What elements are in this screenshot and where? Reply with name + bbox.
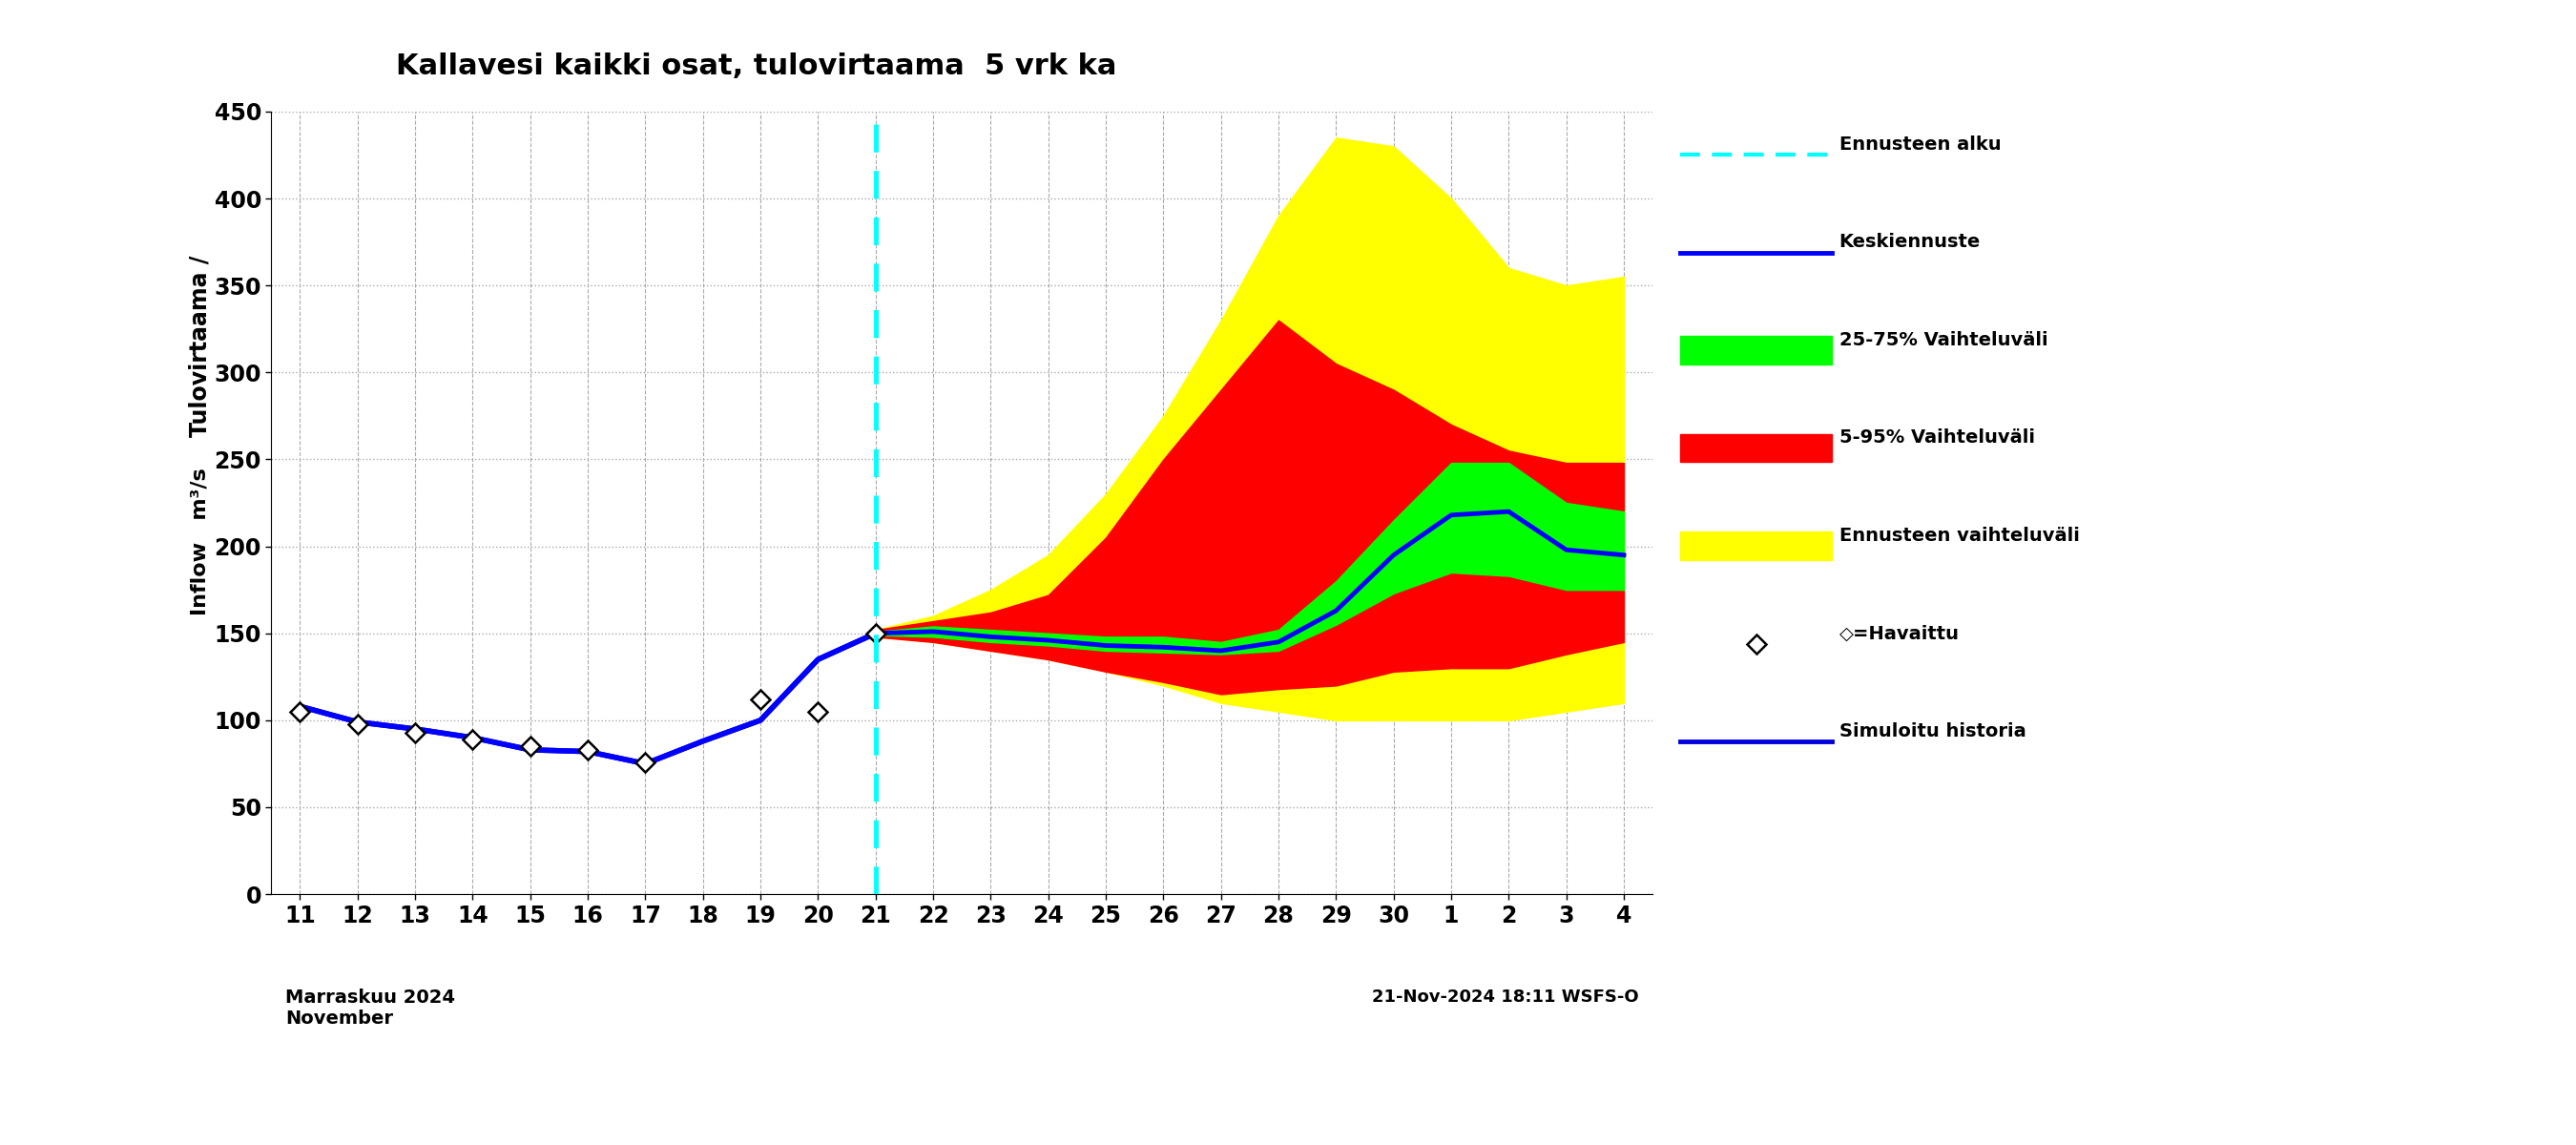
Text: Tulovirtaama /: Tulovirtaama /	[188, 255, 211, 437]
Text: Ennusteen alku: Ennusteen alku	[1839, 135, 2002, 153]
Text: Ennusteen vaihteluväli: Ennusteen vaihteluväli	[1839, 527, 2079, 545]
Bar	[1680, 434, 1832, 463]
Text: Kallavesi kaikki osat, tulovirtaama  5 vrk ka: Kallavesi kaikki osat, tulovirtaama 5 vr…	[397, 53, 1115, 80]
Bar	[1680, 337, 1832, 364]
Text: ◇=Havaittu: ◇=Havaittu	[1839, 624, 1960, 642]
Text: Inflow   m³/s: Inflow m³/s	[191, 468, 209, 616]
Text: Marraskuu 2024
November: Marraskuu 2024 November	[286, 988, 456, 1027]
Text: Keskiennuste: Keskiennuste	[1839, 232, 1981, 251]
Text: Simuloitu historia: Simuloitu historia	[1839, 722, 2025, 740]
Text: 5-95% Vaihteluväli: 5-95% Vaihteluväli	[1839, 428, 2035, 447]
Text: 25-75% Vaihteluväli: 25-75% Vaihteluväli	[1839, 331, 2048, 349]
Bar	[1680, 531, 1832, 560]
Text: 21-Nov-2024 18:11 WSFS-O: 21-Nov-2024 18:11 WSFS-O	[1373, 988, 1638, 1005]
